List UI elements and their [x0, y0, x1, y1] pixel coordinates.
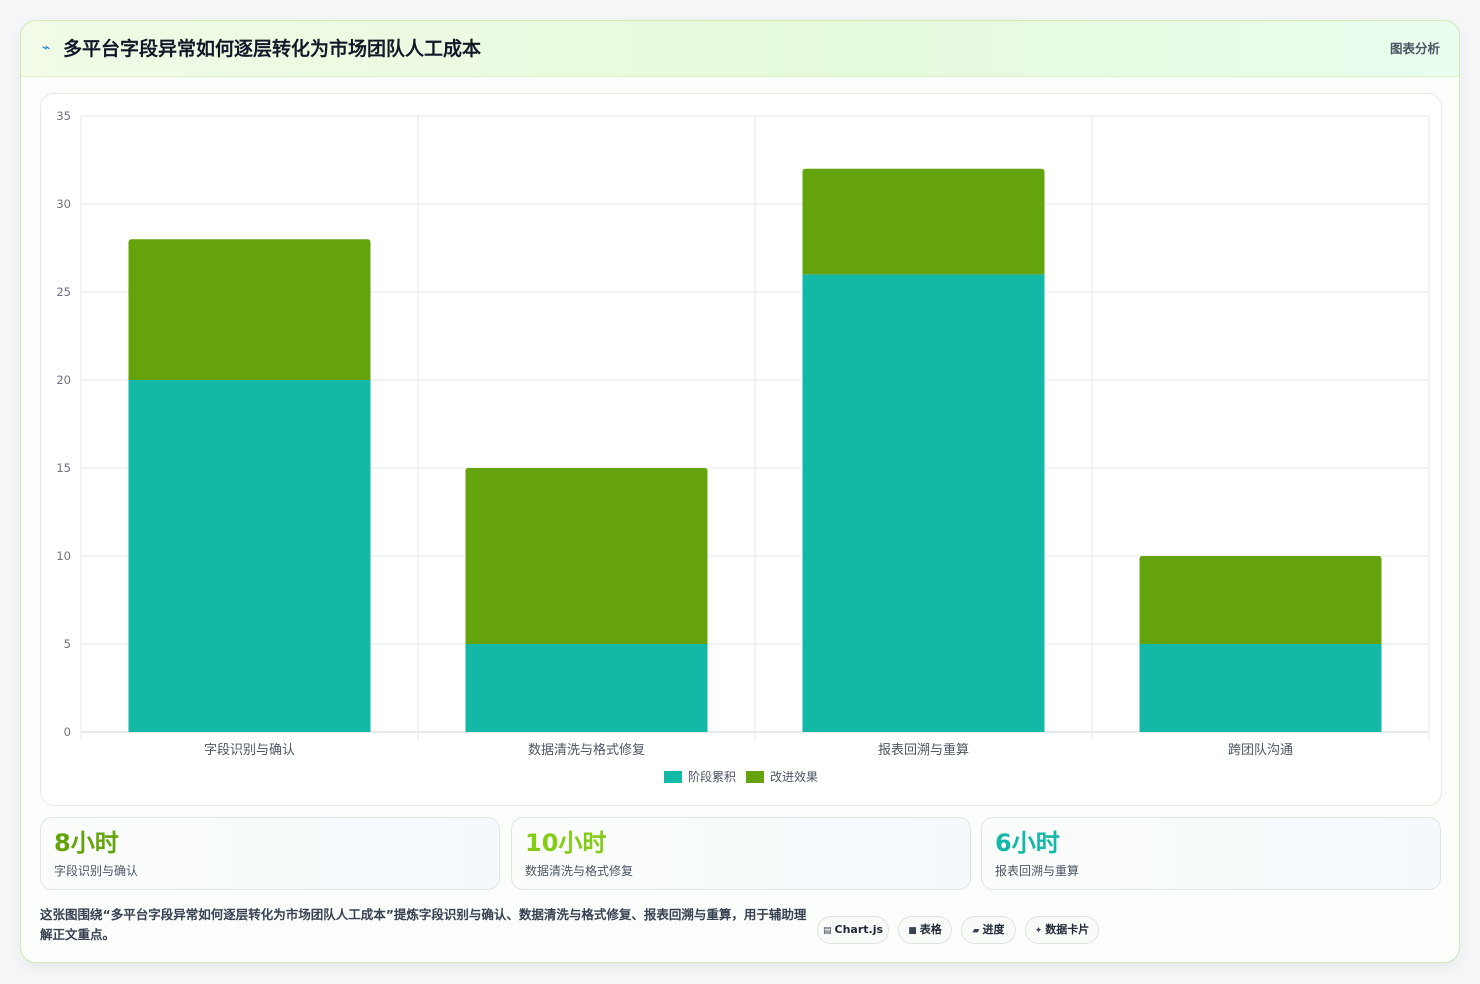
bar-segment-改进效果	[128, 239, 371, 380]
page-title: 多平台字段异常如何逐层转化为市场团队人工成本	[63, 38, 482, 60]
y-tick-label: 5	[64, 637, 71, 651]
data-card-icon: ✦	[1034, 926, 1043, 936]
legend-label: 阶段累积	[688, 769, 736, 784]
chart-card: ⌁ 多平台字段异常如何逐层转化为市场团队人工成本 图表分析 0 5 10 15 20 25…	[20, 20, 1460, 963]
stat-value: 8小时	[54, 829, 119, 857]
chart-js-icon: ▤	[822, 926, 832, 936]
pulse-icon: ⌁	[42, 40, 51, 56]
y-tick-label: 0	[64, 725, 71, 739]
stat-label: 报表回溯与重算	[995, 864, 1080, 878]
bar-segment-改进效果	[465, 468, 708, 644]
stacked-bar-chart: 0 5 10 15 20 25 30 35 字段识别与确认 数据清洗与格式修复 报表回溯与重算 跨团队…	[56, 109, 1430, 784]
y-tick-label: 20	[56, 373, 71, 387]
x-tick-label: 数据清洗与格式修复	[528, 742, 645, 758]
bar-segment-阶段累积	[802, 274, 1045, 732]
chart-description: 这张图围绕“多平台字段异常如何逐层转化为市场团队人工成本”提炼字段识别与确认、数…	[40, 907, 807, 942]
stat-card-3: 6小时 报表回溯与重算	[981, 817, 1441, 890]
chip-progress[interactable]: ▰ 进度	[961, 916, 1016, 944]
y-tick-label: 35	[56, 109, 71, 123]
bar-segment-改进效果	[802, 168, 1045, 275]
y-tick-label: 30	[56, 197, 71, 211]
chip-label: 表格	[919, 923, 942, 936]
stat-card-1: 8小时 字段识别与确认	[40, 817, 500, 890]
progress-icon: ▰	[972, 926, 980, 936]
bar-segment-阶段累积	[128, 380, 371, 732]
x-tick-label: 跨团队沟通	[1228, 743, 1293, 758]
stat-card-2: 10小时 数据清洗与格式修复	[511, 817, 971, 890]
header-tag: 图表分析	[1389, 41, 1440, 56]
table-icon: ■	[908, 926, 917, 936]
chip-label: Chart.js	[834, 923, 884, 936]
legend-label: 改进效果	[770, 769, 818, 784]
stat-value: 6小时	[995, 829, 1060, 857]
bar-segment-改进效果	[1139, 556, 1382, 644]
legend-swatch	[746, 771, 764, 783]
x-tick-label: 报表回溯与重算	[878, 742, 969, 758]
chip-table[interactable]: ■ 表格	[898, 916, 952, 944]
chart-panel: 0 5 10 15 20 25 30 35 字段识别与确认 数据清洗与格式修复 报表回溯与重算 跨团队…	[40, 93, 1442, 806]
chip-label: 进度	[982, 923, 1005, 936]
bar-segment-阶段累积	[465, 644, 708, 732]
chip-chart-js[interactable]: ▤ Chart.js	[817, 916, 889, 944]
stat-label: 数据清洗与格式修复	[525, 864, 634, 878]
stat-value: 10小时	[525, 829, 607, 857]
y-tick-label: 25	[56, 285, 71, 299]
legend-swatch	[664, 771, 682, 783]
stat-label: 字段识别与确认	[54, 864, 139, 878]
chip-label: 数据卡片	[1045, 923, 1090, 936]
card-header: ⌁ 多平台字段异常如何逐层转化为市场团队人工成本 图表分析	[21, 21, 1459, 77]
y-tick-label: 10	[56, 549, 71, 563]
chip-data-card[interactable]: ✦ 数据卡片	[1025, 916, 1099, 944]
y-tick-label: 15	[56, 461, 71, 475]
x-tick-label: 字段识别与确认	[204, 743, 295, 758]
bar-segment-阶段累积	[1139, 644, 1382, 732]
